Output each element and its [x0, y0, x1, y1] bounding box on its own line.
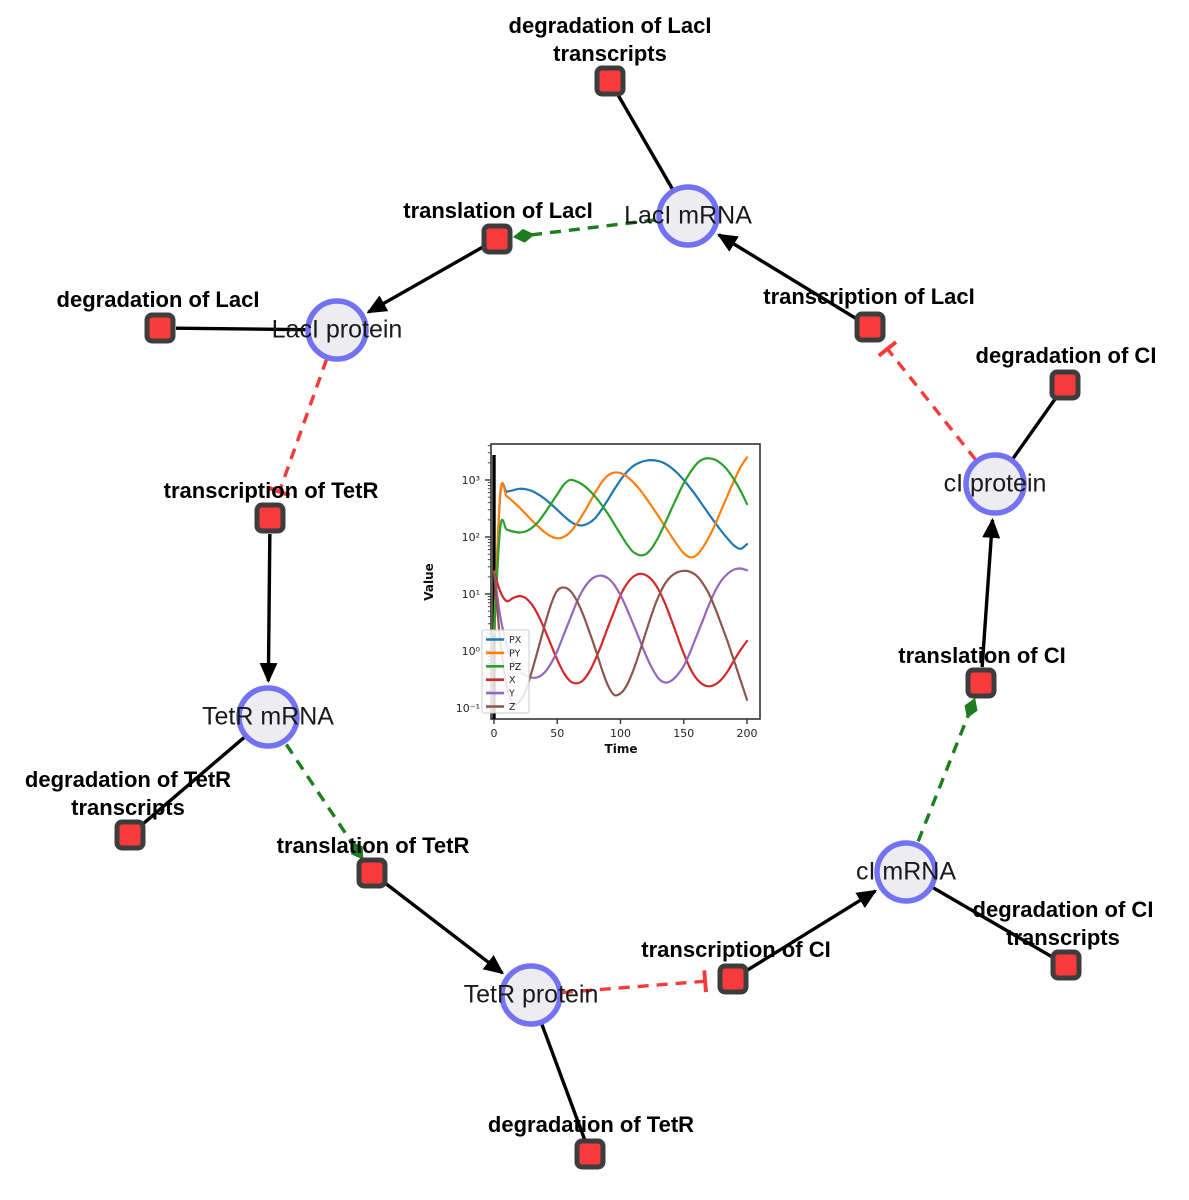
chart-legend: PX PY PZ XYZ: [481, 629, 530, 714]
reaction-label-translation-laci: translation of LacI: [403, 198, 592, 223]
reaction-node-transcription-ci[interactable]: [717, 963, 749, 995]
x-tick-label-150: 150: [673, 727, 694, 740]
x-tick-label-0: 0: [491, 727, 498, 740]
reaction-node-deg-tetr-transcripts[interactable]: [114, 819, 146, 851]
reaction-label-deg-tetr: degradation of TetR: [488, 1112, 694, 1137]
legend-box: [481, 629, 530, 714]
chart-axes-frame: [490, 443, 761, 720]
edge-reactant-laci-mrna-to-deg-laci-transcripts: [616, 94, 674, 191]
edge-reactant-ci-mrna-to-deg-ci-transcripts: [931, 886, 1054, 959]
edge-product-translation-laci-to-laci-protein: [366, 245, 484, 314]
edge-inhibitor-ci-protein-to-transcription-laci: [877, 340, 978, 461]
reaction-label-deg-tetr-transcripts-line2: transcripts: [71, 795, 185, 820]
legend-label-Y: Y: [508, 689, 515, 700]
x-tick-label-50: 50: [550, 727, 564, 740]
legend-label-PX: PX: [509, 635, 522, 646]
edge-product-translation-tetr-to-tetr-protein: [383, 881, 505, 975]
x-tick-label-200: 200: [737, 727, 758, 740]
edge-reactant-tetr-mrna-to-deg-tetr-transcripts: [141, 735, 246, 826]
chart-line-PZ: [492, 457, 749, 635]
x-tick-label-100: 100: [610, 727, 631, 740]
edge-modifier-laci-mrna-to-translation-laci: [512, 218, 656, 243]
reaction-node-translation-ci[interactable]: [965, 667, 997, 699]
reaction-node-deg-ci-transcripts[interactable]: [1050, 949, 1082, 981]
edge-inhibitor-laci-protein-to-transcription-tetr: [268, 358, 329, 498]
reaction-label-translation-ci: translation of CI: [898, 643, 1065, 668]
species-label-tetr-mrna: TetR mRNA: [202, 703, 334, 731]
reaction-node-transcription-tetr[interactable]: [254, 502, 286, 534]
edge-modifier-ci-mrna-to-translation-ci: [916, 697, 978, 842]
node-labels-layer: degradation of LacI transcripts translatio…: [25, 13, 1157, 1137]
reaction-label-deg-tetr-transcripts-line1: degradation of TetR: [25, 767, 231, 792]
reaction-label-deg-laci-transcripts-line2: transcripts: [553, 41, 667, 66]
species-label-laci-mrna: LacI mRNA: [624, 202, 752, 230]
species-node-laci-mrna[interactable]: [656, 184, 720, 248]
chart-ticks: 0 50 100 150 200 10³ 10² 10¹ 10⁰ 10⁻¹: [456, 445, 758, 740]
chart-line-PY: [492, 456, 749, 635]
y-tick-label-1000: 10³: [462, 474, 480, 487]
reaction-node-translation-laci[interactable]: [481, 223, 513, 255]
reaction-label-deg-ci: degradation of CI: [976, 343, 1157, 368]
reaction-label-translation-tetr: translation of TetR: [277, 833, 470, 858]
chart-line-Y: [492, 567, 749, 684]
reaction-label-deg-laci-transcripts-line1: degradation of LacI: [509, 13, 712, 38]
edge-product-transcription-tetr-to-tetr-mrna: [259, 533, 278, 684]
reaction-node-deg-tetr[interactable]: [574, 1138, 606, 1170]
edges-layer: [141, 94, 1058, 1140]
reaction-node-transcription-laci[interactable]: [854, 311, 886, 343]
y-tick-label-1: 10⁰: [462, 645, 481, 658]
edge-reactant-tetr-protein-to-deg-tetr: [540, 1023, 587, 1140]
species-node-tetr-mrna[interactable]: [236, 685, 300, 749]
species-node-ci-mrna[interactable]: [874, 840, 938, 904]
reaction-label-deg-laci: degradation of LacI: [57, 287, 260, 312]
species-node-tetr-protein[interactable]: [499, 963, 563, 1027]
edge-product-transcription-laci-to-laci-mrna: [717, 233, 858, 321]
y-tick-label-100: 10²: [462, 531, 480, 544]
nodes-layer: [114, 65, 1082, 1170]
reaction-label-transcription-ci: transcription of CI: [641, 937, 830, 962]
edge-product-translation-ci-to-ci-protein: [980, 517, 1001, 668]
chart-xlabel: Time: [605, 742, 638, 756]
species-label-ci-protein: cI protein: [944, 470, 1047, 498]
reaction-label-deg-ci-transcripts-line2: transcripts: [1006, 925, 1120, 950]
species-label-ci-mrna: cI mRNA: [856, 858, 956, 886]
species-node-ci-protein[interactable]: [963, 452, 1027, 516]
y-tick-label-0.1: 10⁻¹: [456, 702, 480, 715]
edge-inhibitor-tetr-protein-to-transcription-ci: [561, 970, 708, 995]
species-node-laci-protein[interactable]: [305, 298, 369, 362]
reaction-node-deg-ci[interactable]: [1049, 369, 1081, 401]
reaction-label-deg-ci-transcripts-line1: degradation of CI: [973, 897, 1154, 922]
legend-label-X: X: [509, 675, 516, 686]
edge-reactant-ci-protein-to-deg-ci: [1011, 397, 1058, 460]
species-label-laci-protein: LacI protein: [272, 316, 403, 344]
reaction-label-transcription-tetr: transcription of TetR: [164, 478, 379, 503]
reaction-node-translation-tetr[interactable]: [356, 857, 388, 889]
legend-label-Z: Z: [509, 702, 516, 713]
edge-modifier-tetr-mrna-to-translation-tetr: [284, 743, 364, 860]
legend-label-PY: PY: [509, 648, 521, 659]
species-label-tetr-protein: TetR protein: [464, 981, 599, 1009]
legend-label-PZ: PZ: [509, 662, 522, 673]
y-tick-label-10: 10¹: [462, 588, 480, 601]
chart-line-PX: [492, 458, 749, 635]
reaction-node-deg-laci-transcripts[interactable]: [594, 65, 626, 97]
chart-line-Z: [492, 569, 749, 706]
edge-reactant-laci-protein-to-deg-laci: [175, 326, 307, 332]
chart-ylabel: Value: [422, 563, 436, 601]
edge-product-transcription-ci-to-ci-mrna: [745, 889, 878, 973]
reaction-label-transcription-laci: transcription of LacI: [763, 284, 974, 309]
reaction-node-deg-laci[interactable]: [144, 312, 176, 344]
